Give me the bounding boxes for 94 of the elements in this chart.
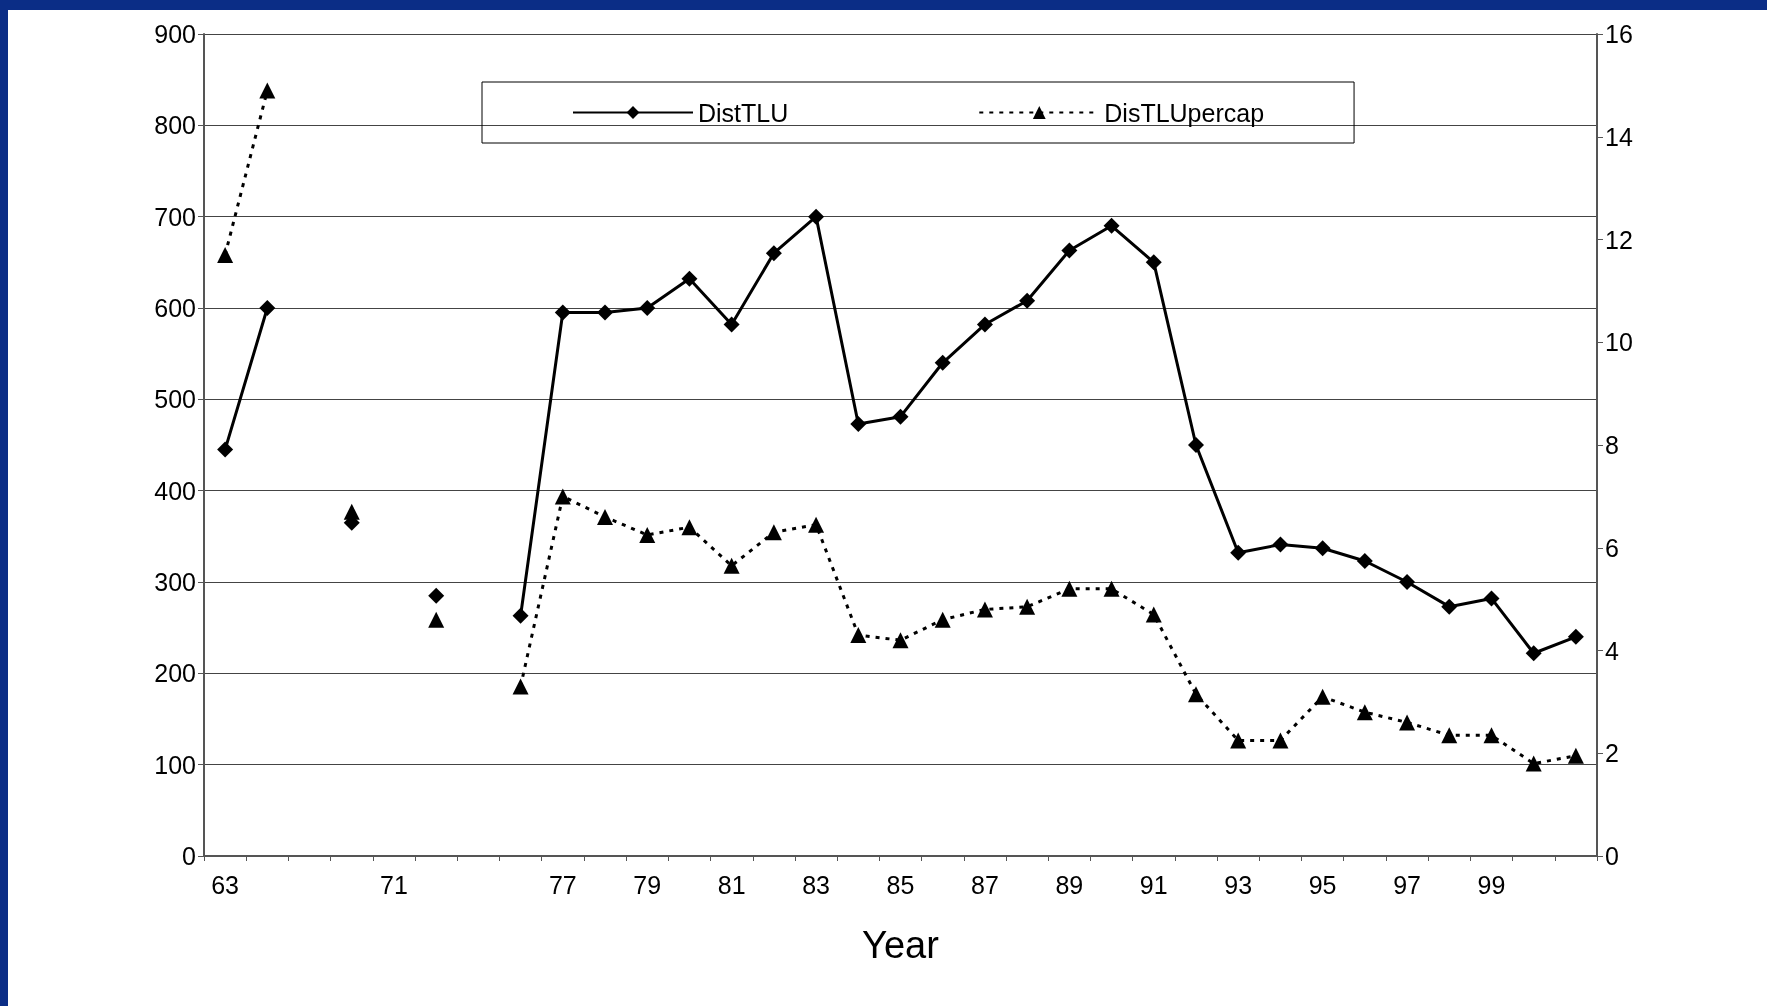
point — [217, 246, 234, 263]
point — [1483, 727, 1500, 744]
y2-tick-label: 4 — [1605, 636, 1619, 665]
point — [1103, 580, 1120, 597]
point — [1525, 755, 1542, 772]
x-tick-label: 91 — [1139, 870, 1168, 899]
point — [1103, 217, 1120, 234]
point — [512, 678, 529, 695]
x-tick-label: 83 — [802, 870, 830, 899]
point — [259, 82, 276, 99]
point — [892, 408, 909, 425]
x-tick-label: 95 — [1308, 870, 1337, 899]
point — [259, 300, 276, 316]
point — [1145, 254, 1162, 271]
y-tick-label: 900 — [154, 20, 196, 48]
x-tick-label: 77 — [548, 870, 577, 899]
point — [1272, 536, 1289, 553]
point — [934, 611, 951, 628]
point — [1314, 688, 1331, 705]
y-tick-label: 0 — [182, 842, 196, 870]
point — [1230, 544, 1247, 561]
y2-tick-label: 0 — [1605, 842, 1619, 870]
point — [512, 607, 529, 624]
point — [1314, 540, 1331, 557]
point — [1019, 598, 1036, 615]
x-tick-label: 85 — [886, 870, 915, 899]
y2-tick-label: 16 — [1605, 20, 1633, 48]
y-tick-label: 500 — [154, 385, 196, 414]
point — [765, 524, 782, 541]
point — [554, 304, 571, 321]
x-tick-label: 71 — [380, 870, 408, 899]
point — [765, 245, 782, 262]
y-tick-label: 800 — [154, 111, 196, 140]
y-tick-label: 400 — [154, 476, 196, 505]
point — [976, 316, 993, 333]
point — [1187, 686, 1204, 703]
point — [639, 300, 656, 316]
point — [554, 488, 571, 505]
y2-tick-label: 12 — [1605, 225, 1633, 254]
point — [428, 587, 445, 604]
point — [1061, 242, 1078, 259]
x-tick-label: 99 — [1477, 870, 1506, 899]
point — [681, 519, 698, 536]
y-tick-label: 100 — [154, 750, 196, 779]
point — [1441, 727, 1458, 744]
y2-tick-label: 10 — [1605, 328, 1633, 357]
point — [597, 508, 614, 525]
point — [681, 270, 698, 287]
y2-tick-label: 2 — [1605, 739, 1619, 768]
x-tick-label: 97 — [1393, 870, 1421, 899]
point — [1230, 732, 1247, 749]
point — [428, 611, 445, 628]
x-tick-label: 93 — [1224, 870, 1253, 899]
point — [1356, 704, 1373, 721]
y-tick-label: 600 — [154, 294, 196, 322]
point — [1019, 292, 1036, 309]
point — [723, 557, 740, 574]
y-tick-label: 300 — [154, 568, 196, 596]
point — [597, 304, 614, 321]
y-tick-label: 200 — [154, 659, 196, 688]
point — [1483, 590, 1500, 607]
y2-tick-label: 14 — [1605, 122, 1633, 151]
point — [1567, 747, 1584, 764]
point — [723, 316, 740, 333]
point — [1187, 437, 1204, 453]
point — [934, 354, 951, 371]
point — [850, 627, 867, 644]
x-tick-label: 63 — [211, 870, 240, 899]
point — [1441, 598, 1458, 615]
legend-label: DisTLUpercap — [1104, 98, 1265, 127]
point — [1567, 628, 1584, 645]
y2-tick-label: 8 — [1605, 431, 1619, 459]
point — [808, 516, 825, 533]
point — [1145, 606, 1162, 623]
x-tick-label: 89 — [1055, 870, 1084, 899]
point — [1061, 580, 1078, 597]
y2-tick-label: 6 — [1605, 533, 1619, 562]
point — [1272, 732, 1289, 749]
point — [808, 208, 825, 225]
point — [639, 526, 656, 543]
point — [217, 441, 234, 458]
point — [892, 632, 909, 649]
x-axis-title: Year — [862, 924, 940, 966]
point — [1525, 645, 1542, 662]
point — [1399, 714, 1416, 731]
legend-label: DistTLU — [698, 98, 789, 127]
x-tick-label: 87 — [971, 870, 999, 899]
x-tick-label: 79 — [633, 870, 662, 899]
y-tick-label: 700 — [154, 202, 196, 231]
point — [1356, 552, 1373, 569]
x-tick-label: 81 — [717, 870, 746, 899]
point — [1399, 574, 1416, 590]
point — [976, 601, 993, 618]
point — [850, 415, 867, 432]
